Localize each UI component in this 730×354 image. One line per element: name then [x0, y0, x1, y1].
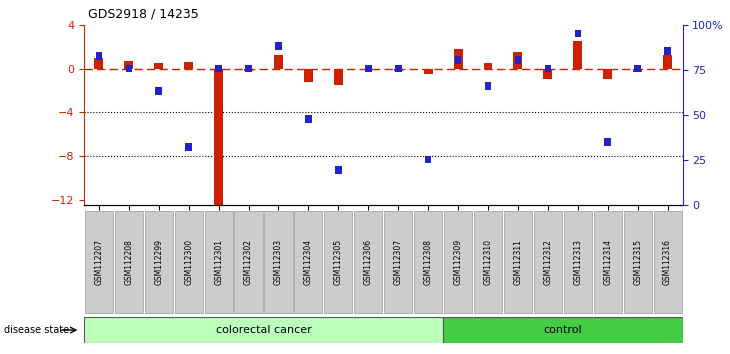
Bar: [154, 63, 164, 69]
Bar: [543, 69, 553, 80]
Bar: [275, 42, 282, 50]
FancyBboxPatch shape: [474, 211, 502, 313]
Bar: [365, 65, 372, 72]
Text: GSM112299: GSM112299: [154, 239, 164, 285]
FancyBboxPatch shape: [85, 211, 113, 313]
Text: GDS2918 / 14235: GDS2918 / 14235: [88, 8, 199, 21]
Bar: [124, 61, 134, 69]
Bar: [94, 58, 104, 69]
Text: GSM112308: GSM112308: [423, 239, 433, 285]
Bar: [185, 143, 192, 151]
Bar: [96, 52, 102, 60]
FancyBboxPatch shape: [294, 211, 323, 313]
Text: GSM112313: GSM112313: [573, 239, 583, 285]
FancyBboxPatch shape: [204, 211, 233, 313]
Text: colorectal cancer: colorectal cancer: [215, 325, 312, 335]
FancyBboxPatch shape: [354, 211, 383, 313]
Bar: [483, 63, 493, 69]
FancyBboxPatch shape: [115, 211, 143, 313]
Text: GSM112301: GSM112301: [214, 239, 223, 285]
Bar: [515, 56, 521, 64]
Text: GSM112304: GSM112304: [304, 239, 313, 285]
FancyBboxPatch shape: [564, 211, 592, 313]
Bar: [603, 69, 612, 80]
Bar: [664, 47, 671, 55]
Bar: [215, 65, 222, 72]
Text: GSM112310: GSM112310: [483, 239, 493, 285]
FancyBboxPatch shape: [324, 211, 353, 313]
Text: GSM112306: GSM112306: [364, 239, 373, 285]
Text: GSM112309: GSM112309: [453, 239, 463, 285]
FancyBboxPatch shape: [444, 211, 472, 313]
FancyBboxPatch shape: [414, 211, 442, 313]
Bar: [575, 30, 581, 38]
Bar: [334, 69, 343, 85]
FancyBboxPatch shape: [264, 211, 293, 313]
Bar: [304, 69, 313, 82]
FancyBboxPatch shape: [234, 211, 263, 313]
Bar: [573, 41, 583, 69]
Bar: [455, 56, 461, 64]
Text: GSM112307: GSM112307: [393, 239, 403, 285]
FancyBboxPatch shape: [174, 211, 203, 313]
Text: GSM112314: GSM112314: [603, 239, 612, 285]
Text: GSM112305: GSM112305: [334, 239, 343, 285]
Text: GSM112208: GSM112208: [124, 239, 134, 285]
Bar: [453, 49, 463, 69]
FancyBboxPatch shape: [84, 317, 443, 343]
FancyBboxPatch shape: [504, 211, 532, 313]
Text: GSM112303: GSM112303: [274, 239, 283, 285]
FancyBboxPatch shape: [145, 211, 173, 313]
Text: GSM112316: GSM112316: [663, 239, 672, 285]
FancyBboxPatch shape: [443, 317, 683, 343]
Bar: [485, 82, 491, 90]
Bar: [513, 52, 523, 69]
Bar: [245, 65, 252, 72]
Text: GSM112311: GSM112311: [513, 239, 523, 285]
FancyBboxPatch shape: [593, 211, 622, 313]
Bar: [425, 156, 431, 164]
Text: control: control: [544, 325, 582, 335]
FancyBboxPatch shape: [534, 211, 562, 313]
Bar: [634, 65, 641, 72]
Bar: [633, 69, 642, 72]
Bar: [335, 166, 342, 174]
Bar: [244, 69, 253, 71]
Bar: [274, 56, 283, 69]
Bar: [393, 69, 403, 71]
Bar: [663, 56, 672, 69]
Bar: [155, 87, 162, 95]
Bar: [214, 69, 223, 205]
Bar: [126, 65, 132, 72]
Text: GSM112315: GSM112315: [633, 239, 642, 285]
Text: GSM112207: GSM112207: [94, 239, 104, 285]
Text: GSM112302: GSM112302: [244, 239, 253, 285]
Bar: [545, 65, 551, 72]
Bar: [305, 115, 312, 123]
Text: disease state: disease state: [4, 325, 69, 335]
Bar: [423, 69, 433, 74]
FancyBboxPatch shape: [384, 211, 412, 313]
Bar: [395, 65, 402, 72]
Bar: [364, 69, 373, 70]
Bar: [604, 138, 611, 146]
Bar: [184, 62, 193, 69]
Text: GSM112300: GSM112300: [184, 239, 193, 285]
FancyBboxPatch shape: [623, 211, 652, 313]
Text: GSM112312: GSM112312: [543, 239, 553, 285]
FancyBboxPatch shape: [653, 211, 682, 313]
